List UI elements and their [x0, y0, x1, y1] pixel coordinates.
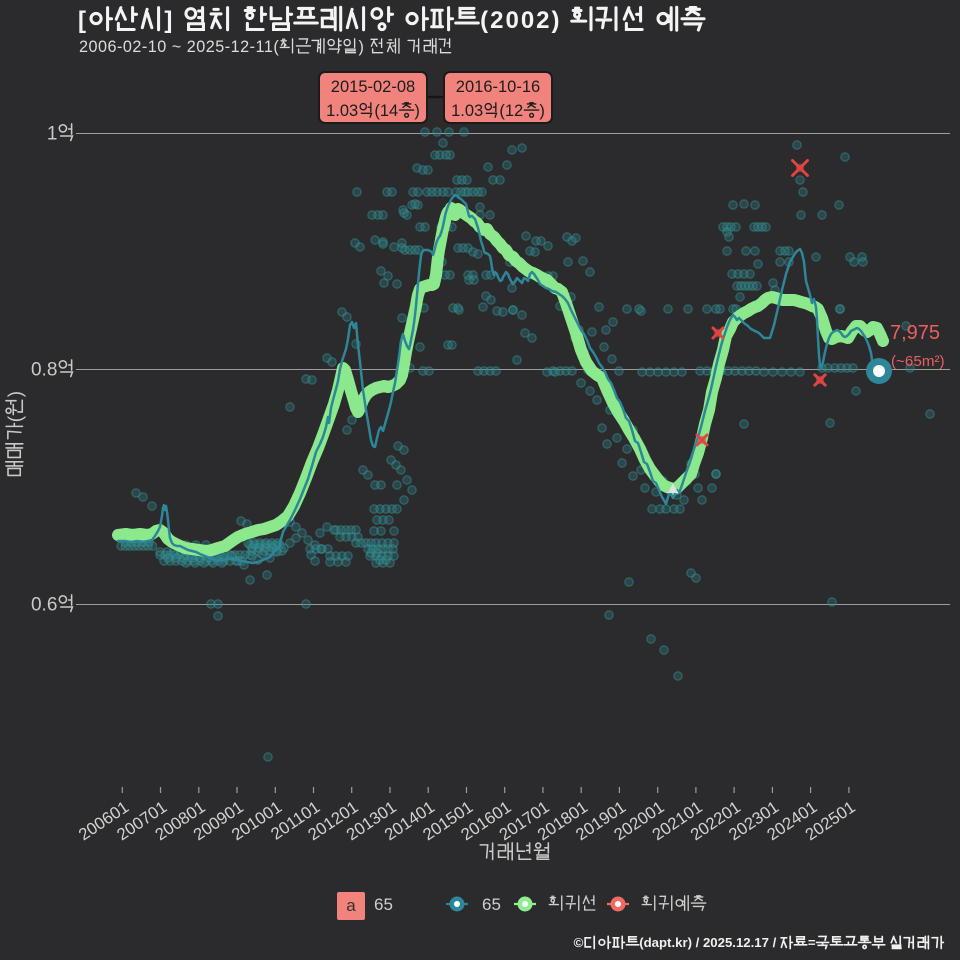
svg-text:7,975: 7,975 [890, 322, 940, 344]
svg-text:(~65m²): (~65m²) [891, 353, 945, 370]
